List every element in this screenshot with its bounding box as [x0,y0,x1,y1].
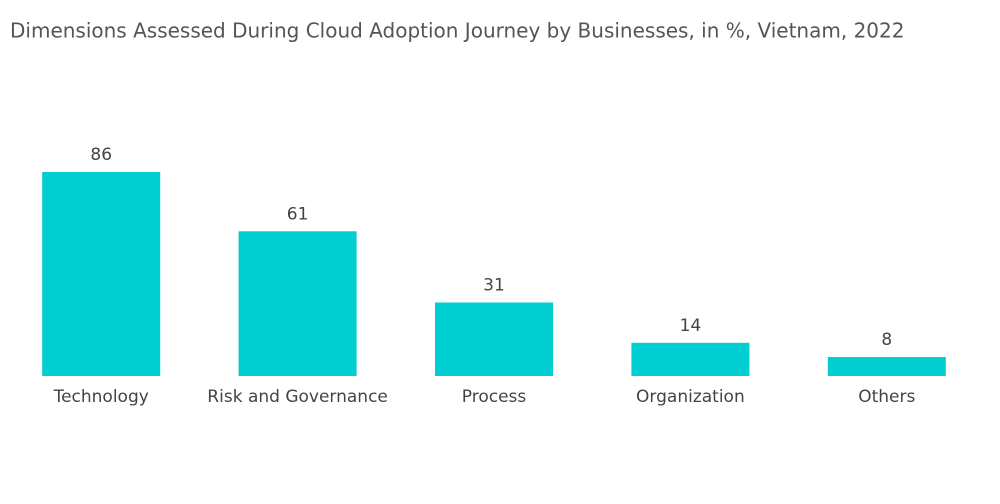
chart-title: Dimensions Assessed During Cloud Adoptio… [10,19,904,43]
x-tick-label: Organization [636,387,745,407]
value-label: 31 [483,275,505,295]
x-tick-label: Technology [53,387,149,407]
bar [435,302,553,376]
x-tick-label: Risk and Governance [207,387,388,407]
bar [238,231,357,376]
value-label: 61 [287,204,309,224]
bar [631,342,750,376]
bar [42,172,161,376]
x-tick-label: Others [858,387,915,407]
value-label: 86 [90,145,112,165]
value-label: 14 [680,316,702,336]
bar [827,357,946,376]
x-tick-label: Process [462,387,527,407]
value-label: 8 [881,330,892,350]
